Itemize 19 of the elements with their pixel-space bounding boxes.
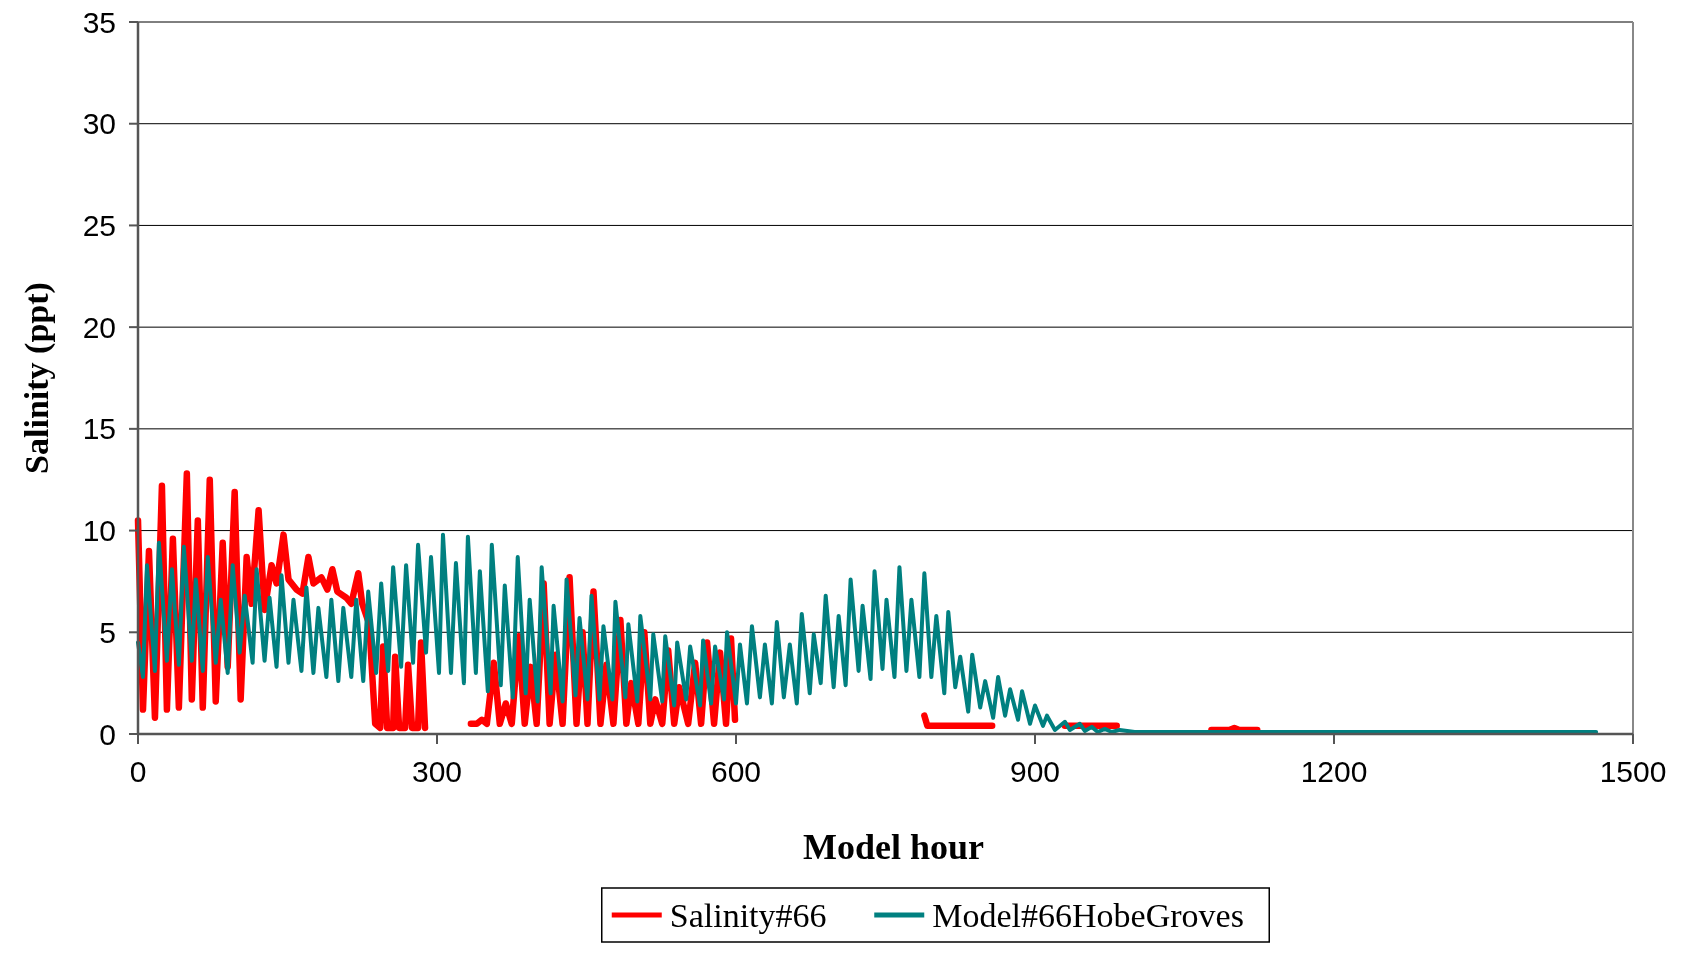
x-tick-label: 900: [1009, 755, 1061, 788]
x-tick-label: 0: [129, 755, 147, 788]
y-tick-label: 20: [82, 310, 116, 344]
x-tick-label: 1500: [1599, 755, 1667, 788]
line-series: [136, 532, 1599, 734]
y-tick-label: 30: [82, 107, 116, 141]
x-axis-title: Model hour: [802, 827, 985, 867]
y-tick-label: 10: [82, 514, 116, 548]
x-tick-label: 1200: [1300, 755, 1368, 788]
y-tick-label: 25: [82, 208, 116, 242]
legend-label: Salinity#66: [669, 896, 827, 934]
y-tick-label: 15: [82, 412, 116, 446]
legend-label: Model#66HobeGroves: [932, 896, 1244, 934]
y-tick-label: 5: [99, 615, 116, 649]
y-tick-label: 0: [99, 717, 116, 751]
x-tick-label: 300: [411, 755, 463, 788]
y-tick-label: 35: [82, 5, 116, 39]
y-axis-title: Salinity (ppt): [18, 282, 56, 474]
x-tick-label: 600: [710, 755, 762, 788]
